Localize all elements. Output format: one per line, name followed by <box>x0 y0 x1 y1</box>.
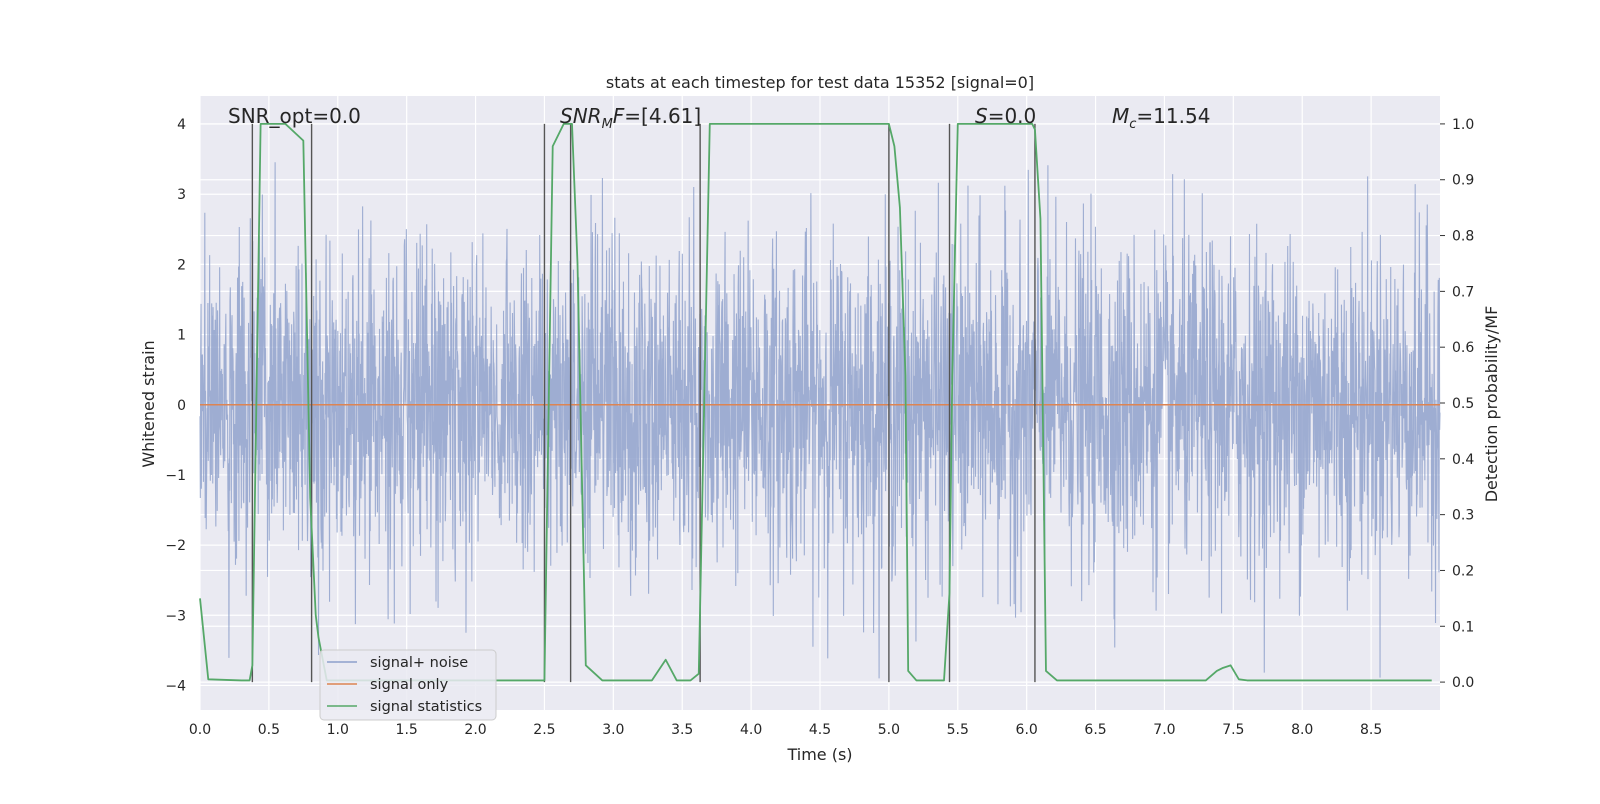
legend-box <box>319 649 497 721</box>
statistics-line <box>199 123 1432 682</box>
x-tick-label: 7.5 <box>1222 722 1244 738</box>
x-tick-label: 0.0 <box>189 722 211 738</box>
y-right-tick-label: 0.2 <box>1452 563 1474 579</box>
legend-label-stats: signal statistics <box>370 699 482 715</box>
y-right-tick-label: 0.9 <box>1452 173 1474 189</box>
x-axis-label: Time (s) <box>786 745 852 764</box>
y-right-tick-label: 0.5 <box>1452 396 1474 412</box>
x-tick-label: 3.5 <box>671 722 693 738</box>
x-tick-label: 2.5 <box>533 722 555 738</box>
y-tick-label: −1 <box>165 468 186 484</box>
x-tick-label: 8.0 <box>1291 722 1313 738</box>
x-tick-label: 3.0 <box>602 722 624 738</box>
y-right-tick-label: 0.1 <box>1452 619 1474 635</box>
y-right-tick-label: 0.0 <box>1452 675 1474 691</box>
chart-title: stats at each timestep for test data 153… <box>606 73 1034 92</box>
y-tick-label: −4 <box>165 678 186 694</box>
x-tick-labels: 0.0 0.5 1.0 1.5 2.0 2.5 3.0 3.5 4.0 4.5 5.0 5.5 6.0 6… <box>189 722 1382 738</box>
x-tick-label: 7.0 <box>1153 722 1175 738</box>
legend-label-noise: signal+ noise <box>370 655 468 671</box>
y-tick-label: 0 <box>177 398 186 414</box>
y-right-tick-label: 0.4 <box>1452 452 1474 468</box>
y-right-axis-label: Detection probability/MF <box>1482 306 1501 503</box>
y-tick-label: 1 <box>177 328 186 344</box>
annotation-snr-opt: SNR_opt=0.0 <box>228 104 361 128</box>
y-axis-label: Whitened strain <box>139 340 158 467</box>
y-right-tick-label: 0.6 <box>1452 340 1474 356</box>
y-right-tick-labels: 1.0 0.9 0.8 0.7 0.6 0.5 0.4 0.3 0.2 0.1 0.0 <box>1440 117 1474 691</box>
legend: signal+ noise signal only signal statist… <box>319 649 497 721</box>
x-tick-label: 1.5 <box>396 722 418 738</box>
vertical-marker-lines <box>251 123 1036 683</box>
x-tick-label: 1.0 <box>327 722 349 738</box>
y-right-tick-label: 0.7 <box>1452 284 1474 300</box>
x-tick-label: 4.0 <box>740 722 762 738</box>
x-tick-label: 5.5 <box>947 722 969 738</box>
x-tick-label: 8.5 <box>1360 722 1382 738</box>
y-tick-label: 3 <box>177 187 186 203</box>
annotation-s: S=0.0 <box>975 104 1036 128</box>
x-tick-label: 6.0 <box>1016 722 1038 738</box>
y-tick-label: −3 <box>165 608 186 624</box>
y-right-tick-label: 1.0 <box>1452 117 1474 133</box>
noise-line <box>199 162 1441 679</box>
y-right-tick-label: 0.8 <box>1452 229 1474 245</box>
x-tick-label: 4.5 <box>809 722 831 738</box>
signal-statistics-series <box>199 123 1432 682</box>
y-left-tick-labels: 4 3 2 1 0 −1 −2 −3 −4 <box>165 117 186 694</box>
x-tick-label: 0.5 <box>258 722 280 738</box>
y-right-tick-label: 0.3 <box>1452 508 1474 524</box>
y-tick-label: 2 <box>177 257 186 273</box>
y-tick-label: −2 <box>165 538 186 554</box>
x-tick-label: 5.0 <box>878 722 900 738</box>
x-tick-label: 2.0 <box>464 722 486 738</box>
x-tick-label: 6.5 <box>1084 722 1106 738</box>
legend-label-signal: signal only <box>370 677 449 693</box>
signal-noise-series <box>199 162 1441 679</box>
annotation-snr-mf: SNRMF=[4.61] <box>560 104 701 132</box>
y-tick-label: 4 <box>177 117 186 133</box>
annotation-mc: Mc=11.54 <box>1112 104 1210 132</box>
